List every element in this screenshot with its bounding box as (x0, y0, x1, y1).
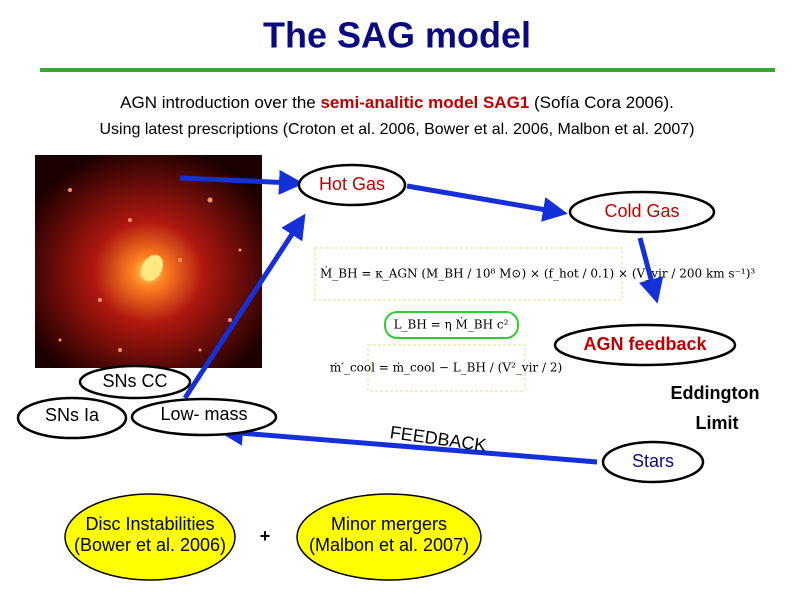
eddington-label: Eddington (671, 383, 760, 403)
equation-box (367, 344, 526, 392)
arrow (218, 420, 598, 465)
arrow (179, 169, 304, 195)
node-label: (Bower et al. 2006) (74, 535, 226, 555)
galaxy-core (140, 254, 164, 282)
node-label: SNs CC (102, 371, 167, 391)
node-label: (Malbon et al. 2007) (309, 535, 469, 555)
equation: Ṁ_BH = κ_AGN (M_BH / 10⁸ M⊙) × (f_hot / … (320, 266, 755, 281)
arrow (406, 183, 568, 222)
node-label: Minor mergers (331, 514, 447, 534)
node-label: SNs Ia (45, 405, 100, 425)
galaxy-stars (58, 188, 242, 352)
title: The SAG model (263, 15, 531, 56)
node-ellipse (601, 440, 705, 484)
node-label: Disc Instabilities (85, 514, 214, 534)
node-ellipse (64, 493, 236, 581)
arrow (637, 237, 664, 304)
equation-box (314, 247, 623, 301)
node-label: Hot Gas (319, 174, 385, 194)
equation-box (384, 311, 519, 339)
node-ellipse (78, 364, 192, 400)
node-label: AGN feedback (583, 334, 707, 354)
node-ellipse (16, 396, 128, 440)
node-label: Cold Gas (604, 201, 679, 221)
node-ellipse (568, 190, 716, 234)
intro-highlight: semi-analitic model SAG1 (320, 93, 529, 112)
node-label: Stars (632, 451, 674, 471)
intro-line: Using latest prescriptions (Croton et al… (100, 121, 695, 138)
arrow (182, 213, 306, 400)
limit-label: Limit (696, 413, 739, 433)
node-ellipse (553, 323, 737, 367)
node-ellipse (130, 397, 278, 437)
intro-line: AGN introduction over the semi-analitic … (120, 93, 674, 112)
plus-sign: + (260, 526, 271, 546)
intro-text: (Sofía Cora 2006). (529, 93, 674, 112)
node-label: Low- mass (160, 404, 247, 424)
node-ellipse (296, 493, 482, 581)
intro-text: AGN introduction over the (120, 93, 320, 112)
node-ellipse (297, 163, 407, 207)
equation: ṁ′_cool = ṁ_cool − L_BH / (V²_vir / 2) (330, 361, 562, 375)
equation: L_BH = η Ṁ_BH c² (394, 317, 509, 332)
